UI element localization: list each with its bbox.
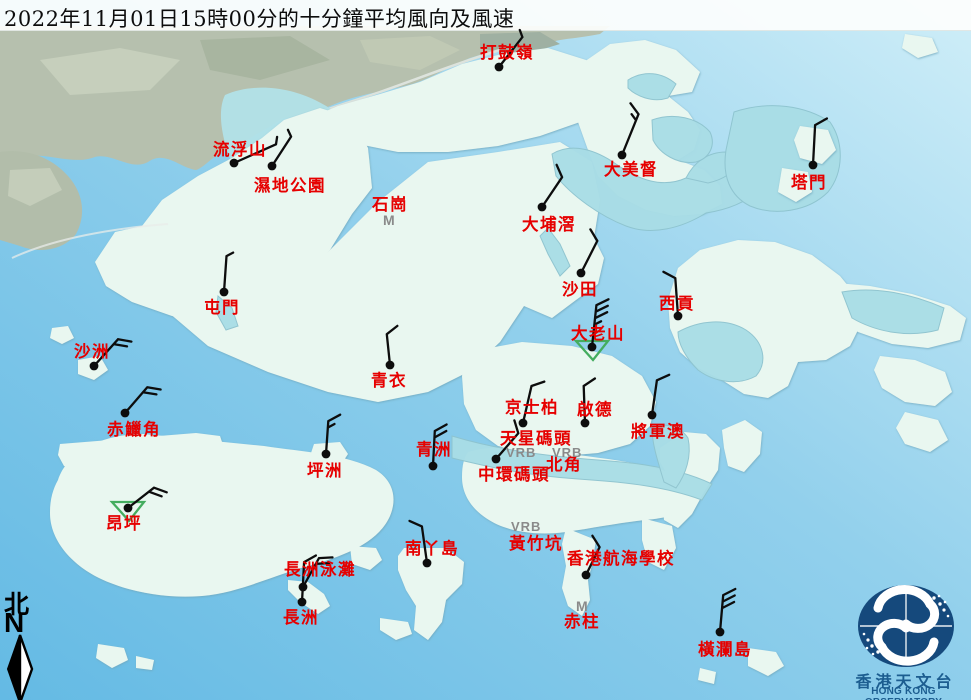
station-label: 大美督 [604,161,658,178]
station-label: 青衣 [371,372,407,389]
hko-logo: 香港天文台 HONG KONG OBSERVATORY [836,582,971,700]
hko-emblem-icon [836,582,971,668]
variable-wind-mark: VRB [511,520,541,533]
station-dot [386,361,395,370]
station-dot [90,362,99,371]
hko-wind-map-screenshot: 2022年11月01日15時00分的十分鐘平均風向及風速 打鼓嶺流浮山濕地公園石… [0,0,971,700]
station-label: 赤柱 [564,613,600,630]
station-marker [386,326,398,370]
station-label: 沙田 [562,281,598,298]
wind-barb-icon [125,387,161,413]
wind-barb-icon [224,253,233,292]
missing-data-mark: M [576,599,589,613]
station-dot [322,450,331,459]
station-dot [618,151,627,160]
station-dot [519,419,528,428]
station-label: 昂坪 [106,515,142,532]
wind-barb-icon [326,415,340,454]
wind-barbs-layer [0,0,971,700]
station-label: 南丫島 [405,540,459,557]
compass-arrow-icon [2,633,38,700]
wind-barb-icon [652,375,669,415]
station-label: 啟德 [577,401,613,418]
station-dot [268,162,277,171]
station-marker [577,229,598,277]
station-marker [648,375,670,420]
station-label: 赤鱲角 [107,421,161,438]
wind-barb-icon [272,130,291,166]
station-marker [121,387,161,417]
missing-data-mark: M [383,213,396,227]
compass-north: 北 N [2,585,42,700]
station-label: 京士柏 [505,399,559,416]
station-label: 屯門 [204,299,240,316]
station-label: 沙洲 [74,343,110,360]
station-dot [121,409,130,418]
station-label: 流浮山 [213,141,267,158]
station-marker [809,119,827,170]
station-label: 將軍澳 [631,423,685,440]
station-label: 西貢 [659,295,695,312]
station-dot [538,203,547,212]
station-dot [716,628,725,637]
wind-barb-icon [387,326,398,365]
station-label: 橫瀾島 [698,641,752,658]
station-label: 中環碼頭 [478,466,550,483]
station-label: 坪洲 [307,462,343,479]
station-marker [322,415,341,459]
wind-barb-icon [581,229,597,273]
wind-barb-icon [813,119,827,166]
station-dot [588,343,597,352]
station-dot [492,455,501,464]
station-label: 大埔滘 [522,216,576,233]
wind-barb-icon [542,165,562,207]
station-dot [220,288,229,297]
station-marker [618,103,639,159]
station-label: 石崗 [372,196,408,213]
station-dot [429,462,438,471]
station-dot [423,559,432,568]
station-dot [230,159,239,168]
wind-barb-icon [720,589,735,632]
station-marker [716,589,736,636]
wind-barb-icon [622,103,639,155]
station-label: 黃竹坑 [509,535,563,552]
station-label: 長洲 [283,609,319,626]
variable-wind-mark: VRB [552,446,582,459]
station-label: 青洲 [416,441,452,458]
station-dot [809,161,818,170]
station-label: 濕地公園 [254,177,326,194]
station-dot [648,411,657,420]
station-label: 長洲泳灘 [284,561,356,578]
station-label: 大老山 [571,325,625,342]
station-label: 打鼓嶺 [480,44,534,61]
hko-name-en: HONG KONG OBSERVATORY [836,686,971,700]
station-dot [495,63,504,72]
wind-barb-icon [128,488,167,508]
station-marker [268,130,292,171]
station-dot [582,571,591,580]
station-marker [220,253,234,297]
station-dot [298,598,307,607]
station-marker [538,165,563,212]
variable-wind-mark: VRB [506,446,536,459]
station-dot [577,269,586,278]
station-dot [581,419,590,428]
station-label: 塔門 [791,174,827,191]
station-dot [124,504,133,513]
station-label: 香港航海學校 [567,550,675,567]
